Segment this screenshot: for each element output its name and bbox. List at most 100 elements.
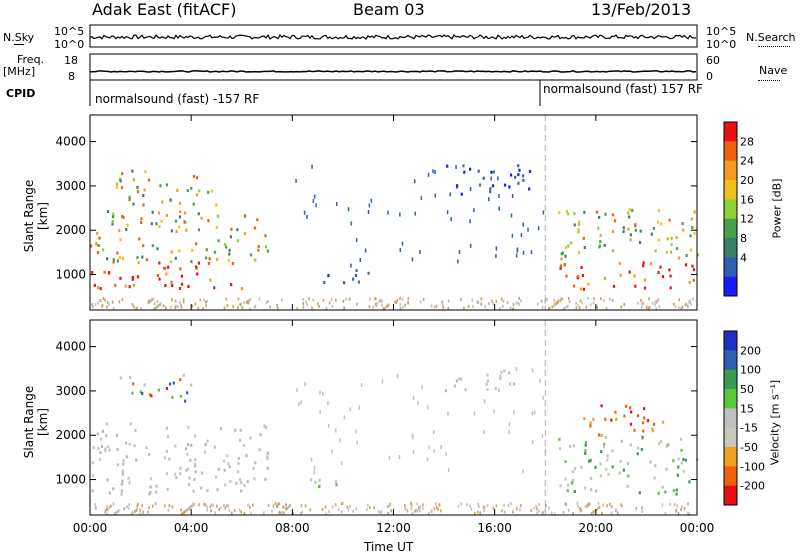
velocity-region-0-cell	[179, 472, 182, 476]
power-region-1-cell	[156, 247, 159, 251]
velocity-region-0-cell	[206, 439, 209, 443]
velocity-ground-scatter	[193, 502, 196, 506]
power-ground-scatter	[545, 298, 547, 302]
velocity-ground-scatter	[346, 505, 349, 509]
power-ground-scatter	[394, 300, 396, 304]
velocity-sparse-point	[396, 374, 399, 379]
power-ground-scatter	[206, 299, 208, 303]
power-ground-scatter	[265, 300, 268, 304]
velocity-ground-scatter	[477, 502, 479, 506]
velocity-region-4-cell	[664, 490, 667, 494]
power-region-1-cell	[266, 249, 269, 253]
velocity-ground-scatter	[228, 508, 231, 512]
velocity-region-0-cell	[116, 447, 119, 451]
power-region-6-cell	[638, 240, 642, 244]
power-region-4-cell	[517, 173, 520, 177]
power-ground-scatter	[372, 306, 375, 310]
power-region-5-cell	[661, 275, 665, 279]
power-colorbar-segment	[724, 218, 737, 239]
velocity-sparse-point	[339, 438, 341, 443]
power-region-1-cell	[160, 219, 163, 223]
power-region-6-cell	[670, 243, 673, 247]
velocity-sparse-point	[433, 448, 435, 453]
velocity-region-0-cell	[188, 476, 191, 480]
velocity-region-0-cell	[116, 463, 120, 467]
power-region-1-cell	[157, 211, 161, 215]
power-region-1-cell	[257, 245, 260, 249]
power-region-4-cell	[517, 164, 520, 168]
power-region-1-cell	[119, 238, 122, 242]
power-ground-scatter	[237, 297, 240, 301]
velocity-region-5-cell	[589, 424, 592, 428]
power-region-0-cell	[93, 283, 96, 287]
power-colorbar-tick-label: 4	[740, 251, 747, 264]
power-sparse-point	[515, 253, 518, 258]
velocity-ground-scatter	[616, 511, 619, 515]
velocity-ground-scatter	[387, 511, 390, 515]
velocity-ground-scatter	[421, 506, 424, 510]
power-sparse-point	[419, 249, 421, 254]
velocity-ground-scatter	[675, 508, 678, 512]
power-region-2-cell	[192, 174, 196, 178]
power-region-1-cell	[178, 249, 181, 253]
power-region-6-cell	[629, 238, 632, 242]
xtick-label: 00:00	[680, 521, 715, 535]
power-region-2-cell	[210, 189, 214, 193]
power-region-0-cell	[180, 282, 184, 286]
velocity-region-0-cell	[122, 462, 125, 466]
power-ground-scatter	[147, 299, 150, 303]
power-region-6-cell	[604, 212, 607, 216]
power-ground-scatter	[368, 305, 371, 309]
velocity-region-3-cell	[486, 373, 489, 377]
velocity-ground-scatter	[377, 509, 380, 513]
velocity-sparse-point	[358, 405, 361, 410]
velocity-region-0-cell	[243, 484, 246, 488]
velocity-region-0-cell	[206, 489, 209, 493]
velocity-ground-scatter	[430, 509, 433, 513]
power-ground-scatter	[645, 305, 648, 309]
power-sparse-point	[347, 207, 350, 212]
velocity-ground-scatter	[577, 504, 579, 508]
power-ground-scatter	[162, 304, 165, 308]
power-region-5-cell	[587, 282, 590, 286]
power-ground-scatter	[356, 302, 358, 306]
power-colorbar-label: Power [dB]	[770, 178, 784, 239]
velocity-ground-scatter	[433, 507, 436, 511]
power-region-0-cell	[107, 271, 111, 275]
velocity-region-0-cell	[179, 467, 182, 471]
power-sparse-point	[495, 254, 497, 259]
power-region-5-cell	[619, 273, 622, 277]
power-region-2-cell	[132, 178, 135, 182]
velocity-ground-scatter	[117, 509, 120, 513]
power-sparse-point	[458, 250, 461, 255]
velocity-ground-scatter	[533, 506, 536, 510]
power-region-2-cell	[159, 184, 162, 188]
velocity-sparse-point	[300, 400, 302, 405]
power-ground-scatter	[441, 304, 444, 308]
velocity-region-0-cell	[92, 446, 95, 450]
power-region-1-cell	[102, 248, 105, 252]
velocity-ground-scatter	[249, 505, 251, 509]
power-ground-scatter	[334, 298, 337, 302]
velocity-sparse-point	[531, 440, 534, 445]
velocity-region-0-cell	[226, 454, 229, 458]
power-region-2-cell	[144, 170, 147, 174]
velocity-ground-scatter	[277, 502, 279, 506]
velocity-region-0-cell	[259, 433, 262, 437]
velocity-region-4-cell	[594, 465, 597, 469]
power-region-1-cell	[264, 234, 267, 238]
power-region-2-cell	[121, 172, 124, 176]
power-region-2-cell	[176, 189, 179, 193]
velocity-ground-scatter	[341, 502, 344, 506]
velocity-region-5-cell	[614, 410, 617, 414]
power-ground-scatter	[135, 307, 137, 311]
velocity-region-0-cell	[204, 442, 207, 446]
power-ground-scatter	[689, 299, 692, 303]
power-region-4-cell	[491, 184, 495, 188]
velocity-region-0-cell	[213, 445, 217, 449]
power-ground-scatter	[267, 299, 270, 303]
velocity-region-4-cell	[599, 474, 602, 478]
power-sparse-point	[522, 250, 525, 255]
velocity-sparse-point	[398, 455, 401, 460]
velocity-ground-scatter	[274, 501, 277, 505]
